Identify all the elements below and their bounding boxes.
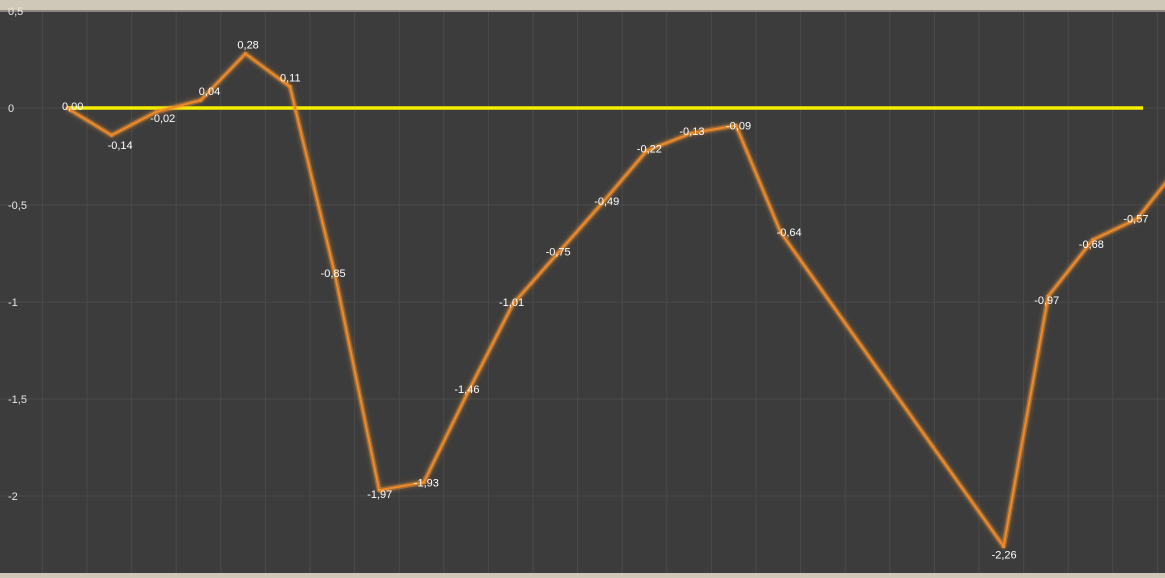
data-point [377, 488, 381, 492]
data-label: -0,22 [637, 144, 662, 156]
y-tick-label: -0,5 [8, 200, 27, 212]
data-label: 0,28 [237, 40, 258, 52]
data-label: -0,13 [679, 126, 704, 138]
data-label: -0,68 [1079, 239, 1104, 251]
data-point [110, 133, 114, 137]
data-point [779, 230, 783, 234]
data-point [600, 201, 604, 205]
data-point [1002, 544, 1006, 549]
data-point [65, 106, 69, 110]
y-tick-label: -2 [8, 491, 18, 503]
data-point [243, 52, 247, 56]
data-label: -2,26 [992, 549, 1017, 561]
data-label: -0,64 [777, 227, 802, 239]
data-point [1135, 216, 1139, 221]
data-point [511, 302, 515, 306]
data-label: 0,00 [62, 101, 83, 113]
y-tick-label: -1 [8, 297, 18, 309]
series-line-path [66, 52, 1165, 548]
data-label: -1,46 [454, 384, 479, 396]
data-labels: 0,00 -0,14 -0,02 0,04 0,28 0,11 -0,85 -1,97 -1,9… [62, 40, 1148, 562]
data-point [1091, 238, 1095, 242]
data-point [466, 389, 470, 393]
data-label: -0,49 [594, 196, 619, 208]
y-axis-ticks: 0,5 0 -0,5 -1 -1,5 -2 [8, 6, 27, 503]
data-label: -0,97 [1034, 295, 1059, 307]
data-point [154, 110, 158, 114]
data-point [689, 131, 694, 135]
y-tick-label: 0,5 [8, 6, 23, 18]
data-label: -0,09 [726, 120, 751, 132]
data-point [199, 98, 203, 102]
data-point [556, 251, 560, 256]
data-label: 0,04 [199, 86, 220, 98]
data-label: 0,11 [280, 73, 301, 85]
data-point [734, 123, 738, 128]
y-tick-label: 0 [8, 103, 14, 115]
data-label: -0,75 [546, 247, 571, 259]
series-line [65, 51, 1165, 549]
data-point [333, 271, 337, 275]
data-point [1046, 294, 1050, 298]
plot-background [0, 12, 1165, 573]
data-label: -1,97 [367, 489, 392, 501]
data-point [645, 149, 649, 153]
data-label: -0,14 [108, 140, 133, 152]
data-point [288, 85, 292, 89]
data-label: -1,93 [414, 477, 439, 489]
data-label: -0,57 [1123, 214, 1148, 226]
data-point [422, 480, 426, 485]
y-tick-label: -1,5 [8, 394, 27, 406]
data-label: -0,85 [321, 268, 346, 280]
data-label: -1,01 [499, 297, 524, 309]
data-label: -0,02 [150, 113, 175, 125]
